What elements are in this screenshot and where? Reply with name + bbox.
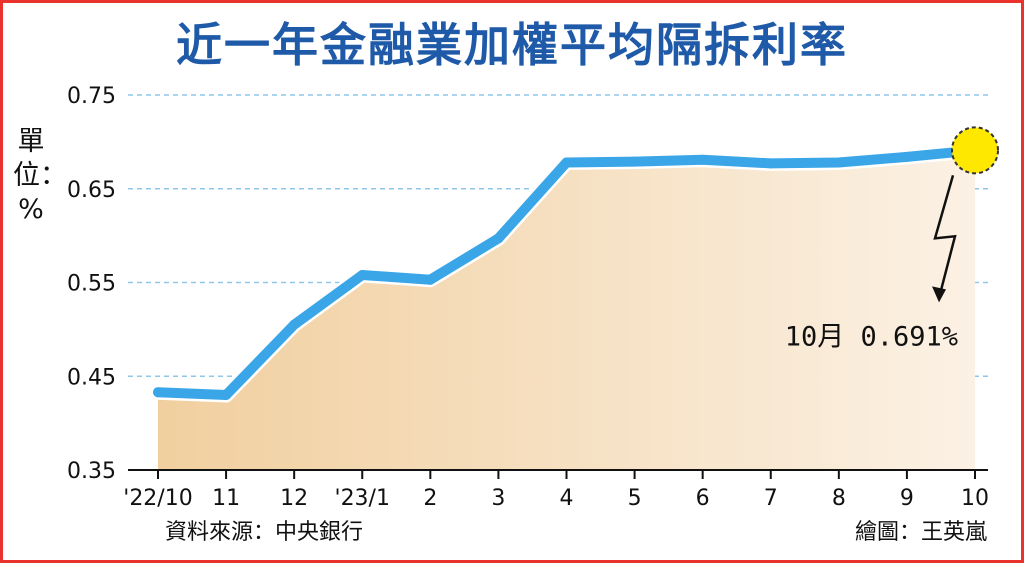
data-point — [357, 270, 368, 280]
x-tick-label: '22/10 — [123, 486, 192, 511]
data-point — [425, 274, 436, 285]
x-tick-label: 12 — [280, 486, 308, 511]
x-tick-label: 7 — [764, 486, 778, 511]
annotation-arrowhead — [932, 286, 946, 303]
highlight-marker — [951, 126, 999, 175]
x-tick-label: 5 — [628, 486, 642, 511]
x-tick-label: 2 — [423, 486, 437, 511]
data-point — [153, 387, 163, 398]
data-point — [765, 158, 776, 169]
x-tick-label: 10 — [961, 486, 989, 511]
area-fill — [158, 150, 975, 471]
data-point — [289, 319, 300, 330]
data-point — [833, 157, 844, 168]
chart-svg: 0.75 0.65 0.55 0.45 0.35 '22/10 11 12 '23/1 2 3 4 5 6… — [67, 84, 999, 511]
x-tick-label: '23/1 — [335, 486, 390, 511]
y-tick-label: 0.65 — [67, 178, 116, 203]
data-point — [221, 390, 232, 400]
annotation-arrow — [933, 174, 957, 291]
credit-note: 繪圖：王英嵐 — [854, 520, 987, 545]
annotation-label: 10月 0.691% — [785, 321, 958, 352]
y-tick-label: 0.55 — [67, 272, 116, 297]
x-tick-label: 11 — [212, 486, 240, 511]
source-note: 資料來源：中央銀行 — [165, 520, 364, 545]
x-tick-label: 3 — [491, 486, 505, 511]
x-tick-label: 8 — [832, 486, 846, 511]
y-tick-label: 0.75 — [67, 84, 116, 109]
x-tick-label: 9 — [900, 486, 914, 511]
data-point — [561, 157, 572, 168]
x-tick-label: 4 — [560, 486, 574, 511]
y-tick-label: 0.35 — [67, 459, 116, 484]
x-tick-label: 6 — [696, 486, 710, 511]
data-point — [493, 233, 504, 244]
chart-title: 近一年金融業加權平均隔拆利率 — [176, 18, 848, 72]
data-point — [697, 154, 708, 165]
y-tick-label: 0.45 — [67, 365, 116, 390]
data-point — [901, 151, 912, 162]
data-point — [629, 156, 640, 167]
